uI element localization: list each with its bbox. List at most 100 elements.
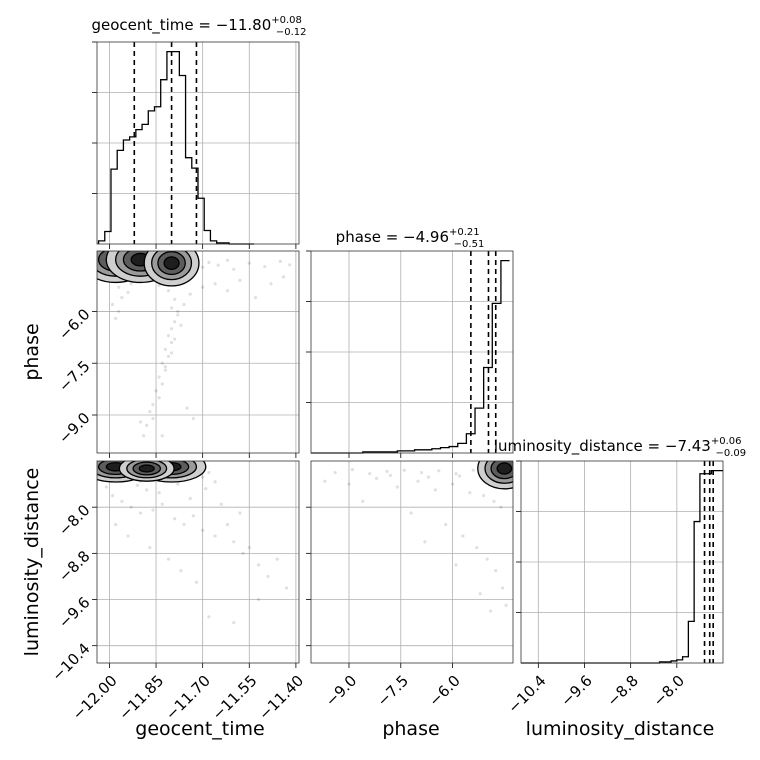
title-value: luminosity_distance = −7.43: [494, 437, 711, 456]
scatter-point: [216, 263, 220, 267]
scatter-point: [461, 534, 465, 538]
scatter-point: [182, 522, 186, 527]
scatter-point: [241, 551, 245, 555]
scatter-point: [492, 499, 496, 503]
scatter-point: [201, 528, 205, 532]
scatter-point: [409, 511, 413, 515]
panel-geocent_time-vs-phase: [92, 250, 300, 458]
scatter-point: [148, 409, 152, 414]
title-minus-error: −0.09: [716, 448, 747, 459]
xaxis-label-geocent_time: geocent_time: [135, 718, 264, 740]
density-geocent_time-vs-luminosity_distance: [97, 461, 207, 483]
title-luminosity_distance: luminosity_distance = −7.43+0.06 −0.09: [494, 436, 746, 459]
scatter-point: [185, 406, 189, 410]
scatter-point: [471, 468, 475, 472]
scatter-point: [253, 296, 258, 300]
labels: −12.00−11.85−11.70−11.55−11.40 −9.0 −7.5 −6…: [21, 15, 746, 740]
scatter-point: [117, 285, 121, 289]
scatter-point: [120, 499, 124, 503]
histogram-luminosity_distance: [521, 469, 723, 664]
scatter-point: [114, 522, 118, 527]
panel-frame: [96, 41, 300, 245]
scatter-point: [207, 470, 211, 475]
scatter-point: [138, 420, 143, 424]
scatter-point: [169, 351, 174, 355]
histogram-phase: [311, 259, 510, 454]
scatter-point: [110, 302, 115, 307]
scatter-point: [437, 469, 441, 473]
scatter-point: [166, 557, 171, 561]
panel-frame: [96, 460, 300, 664]
scatter-point: [444, 522, 448, 527]
scatter-point: [104, 485, 108, 489]
scatter-point: [194, 580, 199, 584]
title-plus-error: +0.06: [711, 436, 742, 447]
scatter-point: [169, 306, 174, 310]
scatter-point: [416, 479, 420, 483]
scatter-point: [157, 375, 161, 379]
xtick-label-geocent_time: −11.85: [115, 672, 167, 724]
scatter-point: [126, 290, 130, 295]
scatter-point: [433, 488, 437, 492]
scatter-point: [219, 502, 223, 506]
scatter-point: [426, 475, 431, 479]
scatter-point: [247, 261, 251, 265]
contour-level: [163, 256, 180, 270]
xtick-label-geocent_time: −11.55: [209, 672, 261, 724]
ytick-label-phase: −6.0: [55, 305, 93, 343]
panel-geocent_time-hist: [92, 41, 300, 249]
scatter-point: [213, 480, 217, 484]
scatter-point: [114, 316, 118, 320]
scatter-point: [385, 469, 389, 473]
scatter-point: [350, 468, 355, 472]
scatter-point: [145, 488, 149, 492]
scatter-point: [176, 482, 180, 486]
scatter-geocent_time-vs-luminosity_distance: [104, 465, 289, 625]
scatter-point: [501, 586, 505, 590]
scatter-point: [173, 297, 177, 301]
scatter-point: [454, 472, 458, 476]
scatter-point: [201, 265, 205, 269]
scatter-point: [247, 545, 251, 550]
title-text: phase = −4.96+0.21 −0.51: [336, 227, 485, 250]
scatter-point: [388, 473, 393, 478]
scatter-point: [173, 320, 177, 324]
scatter-point: [179, 323, 183, 327]
scatter-point: [157, 491, 161, 495]
panels: [92, 41, 724, 668]
scatter-point: [173, 517, 177, 521]
contour-level: [496, 462, 513, 475]
ytick-label-luminosity_distance: −8.0: [55, 501, 93, 539]
scatter-point: [232, 540, 236, 544]
scatter-point: [204, 487, 208, 491]
title-plus-error: +0.21: [449, 227, 480, 238]
scatter-point: [263, 264, 267, 269]
title-value: geocent_time = −11.80: [91, 16, 271, 35]
xtick-label-phase: −7.5: [374, 672, 412, 710]
scatter-point: [225, 522, 230, 527]
xaxis-label-luminosity_distance: luminosity_distance: [526, 718, 715, 740]
scatter-point: [145, 423, 149, 427]
scatter-point: [323, 479, 327, 483]
scatter-point: [163, 368, 167, 372]
title-plus-error: +0.08: [271, 15, 302, 26]
scatter-point: [375, 476, 379, 480]
title-geocent_time: geocent_time = −11.80+0.08 −0.12: [91, 15, 306, 38]
scatter-point: [142, 434, 146, 438]
scatter-point: [499, 505, 503, 509]
scatter-point: [494, 569, 498, 573]
scatter-point: [179, 569, 183, 573]
scatter-point: [160, 382, 164, 386]
scatter-point: [278, 259, 282, 263]
title-value: phase = −4.96: [336, 228, 449, 246]
xtick-label-luminosity_distance: −8.0: [650, 672, 688, 710]
scatter-point: [117, 309, 121, 314]
scatter-point: [160, 434, 164, 438]
scatter-point: [207, 260, 211, 264]
panel-phase-hist: [306, 250, 514, 458]
scatter-point: [129, 282, 133, 286]
ytick-label-luminosity_distance: −8.8: [55, 547, 93, 585]
xtick-label-luminosity_distance: −9.6: [557, 672, 595, 710]
contour-level: [138, 464, 155, 473]
scatter-point: [333, 470, 337, 475]
